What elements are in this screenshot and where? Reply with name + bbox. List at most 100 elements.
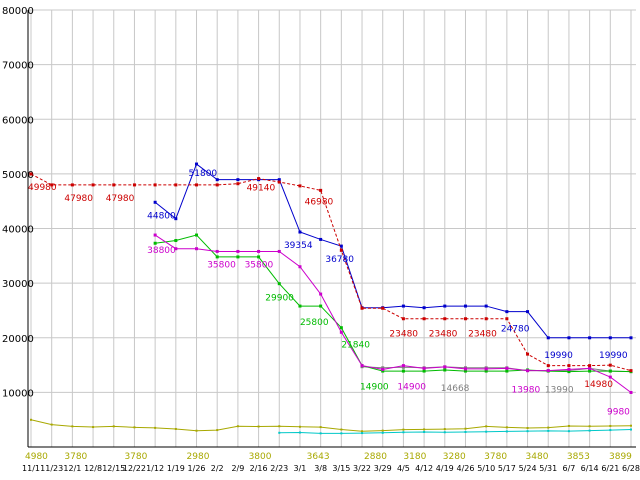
data-point xyxy=(629,369,633,373)
data-point xyxy=(484,304,488,308)
data-point xyxy=(485,425,488,428)
x-tick-label: 1/26 xyxy=(188,464,206,473)
data-point xyxy=(195,183,199,187)
data-point xyxy=(526,369,530,373)
value-label: 3899 xyxy=(609,452,632,462)
data-point xyxy=(485,430,488,433)
data-point xyxy=(339,330,343,334)
x-tick-label: 4/5 xyxy=(397,464,410,473)
data-point xyxy=(422,366,426,370)
data-point xyxy=(133,426,136,429)
data-point xyxy=(319,432,322,435)
data-point xyxy=(236,249,240,253)
value-label: 3643 xyxy=(307,452,330,462)
x-tick-label: 6/14 xyxy=(581,464,599,473)
data-point xyxy=(443,317,447,321)
x-tick-label: 3/1 xyxy=(294,464,307,473)
value-label: 21840 xyxy=(341,341,370,351)
data-point xyxy=(629,336,633,340)
x-tick-label: 5/24 xyxy=(519,464,537,473)
data-point xyxy=(629,390,633,394)
data-point xyxy=(381,429,384,432)
data-point xyxy=(588,425,591,428)
data-point xyxy=(402,431,405,434)
value-label: 36780 xyxy=(325,255,354,265)
value-label: 29900 xyxy=(265,294,294,304)
y-tick-label: 50000 xyxy=(2,170,34,181)
x-tick-label: 2/23 xyxy=(270,464,288,473)
data-point xyxy=(361,430,364,433)
x-tick-label: 4/26 xyxy=(456,464,474,473)
data-point xyxy=(298,265,302,269)
data-point xyxy=(339,248,343,252)
series-cyan xyxy=(278,428,632,435)
data-point xyxy=(174,217,178,221)
data-point xyxy=(463,369,467,373)
y-tick-label: 40000 xyxy=(2,225,34,236)
data-point xyxy=(567,364,571,368)
series-olive xyxy=(30,418,632,433)
data-point xyxy=(277,180,281,184)
x-tick-label: 6/28 xyxy=(622,464,640,473)
x-tick-label: 4/12 xyxy=(415,464,433,473)
data-point xyxy=(319,292,323,296)
data-point xyxy=(215,178,219,182)
x-tick-label: 5/10 xyxy=(477,464,495,473)
data-point xyxy=(319,237,323,241)
data-point xyxy=(464,430,467,433)
data-point xyxy=(608,363,612,367)
data-point xyxy=(484,367,488,371)
value-label: 4980 xyxy=(25,452,48,462)
data-point xyxy=(112,425,115,428)
data-point xyxy=(153,241,157,245)
value-label: 9980 xyxy=(607,407,630,417)
data-point xyxy=(298,431,301,434)
value-label: 14900 xyxy=(360,383,389,393)
data-point xyxy=(257,255,261,259)
value-label: 47980 xyxy=(64,194,93,204)
series-cyan-line xyxy=(279,429,632,434)
data-point xyxy=(298,230,302,234)
data-point xyxy=(174,183,178,187)
value-label: 38800 xyxy=(147,246,176,256)
data-point xyxy=(278,425,281,428)
data-point xyxy=(630,428,632,431)
y-tick-label: 70000 xyxy=(2,61,34,72)
data-point xyxy=(277,282,281,286)
data-point xyxy=(195,429,198,432)
data-point xyxy=(298,425,301,428)
data-point xyxy=(257,249,261,253)
data-point xyxy=(422,369,426,373)
value-label: 3853 xyxy=(567,452,590,462)
data-point xyxy=(547,429,550,432)
data-point xyxy=(567,424,570,427)
data-point xyxy=(464,427,467,430)
data-point xyxy=(443,428,446,431)
value-label: 23480 xyxy=(389,330,418,340)
data-point xyxy=(463,317,467,321)
data-point xyxy=(588,366,592,370)
series-green-line xyxy=(155,234,632,373)
data-point xyxy=(195,233,199,237)
value-label: 14668 xyxy=(441,384,470,394)
data-point xyxy=(174,427,177,430)
y-tick-label: 30000 xyxy=(2,279,34,290)
data-point xyxy=(71,425,74,428)
value-label: 19990 xyxy=(544,351,573,361)
data-point xyxy=(174,247,178,251)
data-point xyxy=(216,429,219,432)
data-point xyxy=(443,365,447,369)
value-label: 13990 xyxy=(545,386,574,396)
y-tick-label: 20000 xyxy=(2,334,34,345)
data-point xyxy=(588,364,592,368)
data-point xyxy=(278,431,281,434)
data-point xyxy=(443,304,447,308)
value-label: 23480 xyxy=(429,330,458,340)
value-label: 3480 xyxy=(526,452,549,462)
value-label: 13980 xyxy=(512,386,541,396)
data-point xyxy=(608,375,612,379)
data-point xyxy=(257,177,261,181)
data-point xyxy=(422,317,426,321)
data-point xyxy=(401,304,405,308)
x-tick-label: 2/2 xyxy=(211,464,224,473)
